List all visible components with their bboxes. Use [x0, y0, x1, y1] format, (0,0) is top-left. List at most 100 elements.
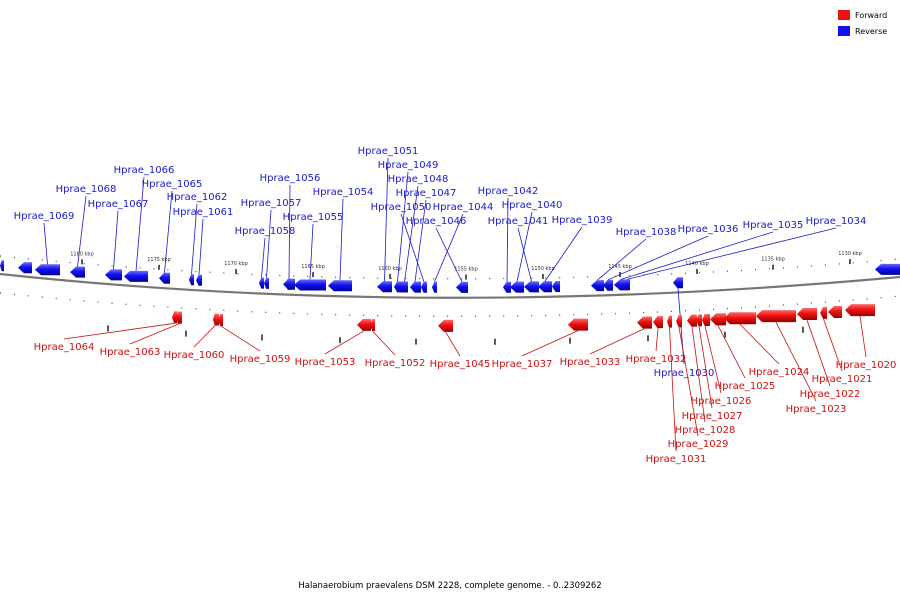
gene-label[interactable]: Hprae_1020	[836, 360, 897, 371]
gene-hprae-1023[interactable]: Hprae_1023	[756, 310, 846, 415]
gene-hprae-1060[interactable]: Hprae_1060	[164, 313, 225, 361]
gene-label[interactable]: Hprae_1059	[230, 354, 291, 365]
reverse-gene-arrow[interactable]	[189, 274, 194, 286]
gene-hprae-1044[interactable]: Hprae_1044	[432, 202, 493, 293]
gene-label[interactable]: Hprae_1060	[164, 350, 225, 361]
forward-gene-arrow[interactable]	[653, 316, 663, 329]
reverse-gene-arrow[interactable]	[421, 281, 427, 293]
reverse-gene-arrow[interactable]	[503, 281, 511, 293]
gene-hprae-1046[interactable]: Hprae_1046	[406, 216, 468, 293]
forward-gene-arrow[interactable]	[690, 314, 695, 327]
gene-hprae-1035[interactable]: Hprae_1035	[614, 220, 804, 291]
forward-gene-arrow[interactable]	[797, 308, 817, 321]
forward-gene-arrow[interactable]	[643, 316, 651, 329]
gene-label[interactable]: Hprae_1047	[396, 188, 457, 199]
reverse-gene-arrow[interactable]	[0, 260, 4, 272]
reverse-gene-arrow[interactable]	[394, 281, 401, 293]
reverse-gene-arrow[interactable]	[516, 281, 522, 293]
gene-label[interactable]: Hprae_1050	[371, 202, 432, 213]
reverse-gene-arrow[interactable]	[70, 266, 85, 278]
reverse-gene-arrow[interactable]	[377, 281, 392, 293]
forward-gene-arrow[interactable]	[696, 314, 702, 327]
gene-label[interactable]: Hprae_1028	[675, 425, 736, 436]
gene-hprae-1062[interactable]: Hprae_1062	[167, 192, 228, 286]
reverse-gene-arrow[interactable]	[18, 262, 32, 274]
reverse-gene-arrow[interactable]	[432, 281, 437, 293]
gene-label[interactable]: Hprae_1066	[114, 165, 175, 176]
gene-label[interactable]: Hprae_1040	[502, 200, 563, 211]
gene-hprae-1055[interactable]: Hprae_1055	[283, 212, 344, 291]
gene-label[interactable]: Hprae_1049	[378, 160, 439, 171]
gene-label[interactable]: Hprae_1058	[235, 226, 296, 237]
reverse-gene-arrow[interactable]	[196, 274, 202, 286]
forward-gene-arrow[interactable]	[756, 310, 796, 323]
gene-label[interactable]: Hprae_1069	[14, 211, 75, 222]
gene-label[interactable]: Hprae_1021	[812, 374, 873, 385]
gene-label[interactable]: Hprae_1033	[560, 357, 621, 368]
gene-label[interactable]: Hprae_1026	[691, 396, 752, 407]
forward-gene-arrow[interactable]	[706, 313, 710, 326]
reverse-gene-arrow[interactable]	[875, 263, 900, 275]
forward-gene-arrow[interactable]	[667, 315, 672, 328]
forward-gene-arrow[interactable]	[218, 313, 223, 326]
gene-label[interactable]: Hprae_1068	[56, 184, 117, 195]
gene-hprae-1069[interactable]: Hprae_1069	[14, 211, 75, 276]
reverse-gene-arrow[interactable]	[538, 281, 552, 293]
gene-hprae-1024[interactable]: Hprae_1024	[724, 312, 809, 378]
gene-hprae-1025[interactable]: Hprae_1025	[710, 313, 775, 392]
gene-hprae-1036[interactable]: Hprae_1036	[603, 224, 738, 291]
gene-label[interactable]: Hprae_1046	[406, 216, 467, 227]
gene-label[interactable]: Hprae_1053	[295, 357, 356, 368]
gene-hprae-1045[interactable]: Hprae_1045	[430, 319, 491, 370]
gene-label[interactable]: Hprae_1054	[313, 187, 374, 198]
gene-hprae-1031[interactable]: Hprae_1031	[646, 315, 707, 465]
reverse-gene-arrow[interactable]	[552, 281, 560, 293]
gene-hprae-1042[interactable]: Hprae_1042	[478, 186, 539, 293]
gene-label[interactable]: Hprae_1052	[365, 358, 426, 369]
gene-hprae-1067[interactable]: Hprae_1067	[88, 199, 149, 281]
reverse-gene-arrow[interactable]	[591, 280, 604, 292]
gene-hprae-1049[interactable]: Hprae_1049	[378, 160, 439, 293]
gene-hprae-1022[interactable]: Hprae_1022	[797, 308, 860, 400]
forward-gene-arrow[interactable]	[568, 318, 588, 331]
gene-hprae-1051[interactable]: Hprae_1051	[358, 146, 419, 293]
gene-hprae-1038[interactable]: Hprae_1038	[591, 227, 677, 292]
forward-gene-arrow[interactable]	[438, 319, 453, 332]
gene-label[interactable]: Hprae_1041	[488, 216, 549, 227]
gene-label[interactable]: Hprae_1031	[646, 454, 707, 465]
reverse-gene-arrow[interactable]	[259, 277, 264, 289]
forward-gene-arrow[interactable]	[216, 313, 219, 326]
reverse-gene-arrow[interactable]	[625, 279, 630, 291]
gene-hprae-1057[interactable]: Hprae_1057	[241, 198, 302, 289]
gene-hprae-1032[interactable]: Hprae_1032	[626, 316, 687, 365]
reverse-gene-arrow[interactable]	[398, 281, 404, 293]
gene-label[interactable]: Hprae_1029	[668, 439, 729, 450]
gene-label[interactable]: Hprae_1061	[173, 207, 234, 218]
reverse-gene-arrow[interactable]	[35, 264, 60, 276]
gene-label[interactable]: Hprae_1063	[100, 347, 161, 358]
gene-hprae-1027[interactable]: Hprae_1027	[682, 314, 743, 422]
reverse-gene-arrow[interactable]	[603, 279, 613, 291]
gene-label[interactable]: Hprae_1056	[260, 173, 321, 184]
gene-label[interactable]: Hprae_1032	[626, 354, 687, 365]
gene-label[interactable]: Hprae_1024	[749, 367, 810, 378]
gene-label[interactable]: Hprae_1038	[616, 227, 677, 238]
gene-hprae-1059[interactable]: Hprae_1059	[218, 313, 291, 365]
gene-label[interactable]: Hprae_1023	[786, 404, 847, 415]
gene-hprae-1064[interactable]: Hprae_1064	[34, 311, 177, 353]
forward-gene-arrow[interactable]	[172, 311, 177, 324]
gene-hprae-1020[interactable]: Hprae_1020	[836, 304, 897, 371]
gene-label[interactable]: Hprae_1037	[492, 359, 553, 370]
gene-hprae-1052[interactable]: Hprae_1052	[365, 319, 426, 369]
gene-label[interactable]: Hprae_1057	[241, 198, 302, 209]
reverse-gene-arrow[interactable]	[328, 280, 352, 292]
gene-label[interactable]: Hprae_1045	[430, 359, 491, 370]
gene-label[interactable]: Hprae_1039	[552, 215, 613, 226]
reverse-gene-arrow[interactable]	[456, 281, 468, 293]
gene-label[interactable]: Hprae_1025	[715, 381, 776, 392]
gene-hprae-1068[interactable]: Hprae_1068	[56, 184, 117, 278]
gene-label[interactable]: Hprae_1042	[478, 186, 539, 197]
reverse-gene-arrow[interactable]	[105, 269, 122, 281]
gene-label[interactable]: Hprae_1035	[743, 220, 804, 231]
gene-hprae-1065[interactable]: Hprae_1065	[142, 179, 203, 284]
